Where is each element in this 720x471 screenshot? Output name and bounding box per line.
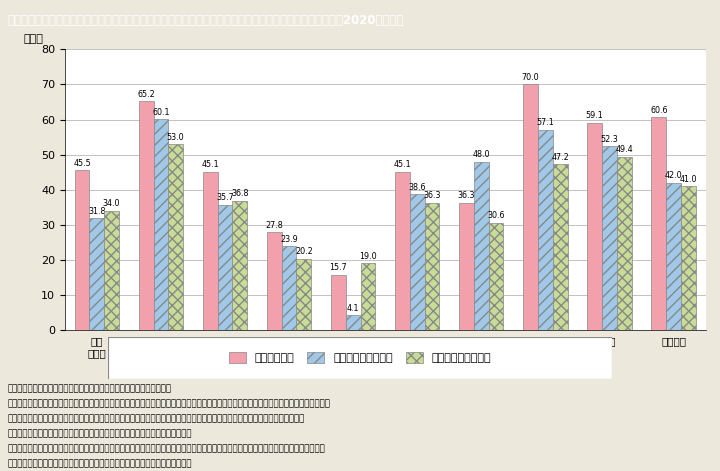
Text: 23.9: 23.9 (280, 235, 298, 244)
Text: 課程）は，商船の学生がいないため，「家政」，「芸術」及び「その他」の合計。大学院（博士課程）は，商船の: 課程）は，商船の学生がいないため，「家政」，「芸術」及び「その他」の合計。大学院… (7, 414, 305, 423)
Bar (425, 203, 439, 330)
Text: （％）: （％） (23, 34, 43, 44)
Text: 27.8: 27.8 (266, 221, 283, 230)
Text: 36.8: 36.8 (231, 189, 248, 198)
Text: 42.0: 42.0 (665, 171, 683, 180)
Text: 20.2: 20.2 (295, 247, 312, 257)
Text: 52.3: 52.3 (600, 135, 618, 144)
Text: 36.3: 36.3 (458, 191, 475, 200)
Bar (203, 172, 217, 330)
Text: 学生がいないため，「家政」，「芸術」及び「その他」の合計。: 学生がいないため，「家政」，「芸術」及び「その他」の合計。 (7, 429, 192, 438)
Text: 15.7: 15.7 (330, 263, 347, 272)
Text: 45.1: 45.1 (202, 160, 219, 169)
Text: 65.2: 65.2 (138, 90, 155, 99)
Text: 19.0: 19.0 (359, 252, 377, 260)
Text: 45.1: 45.1 (394, 160, 411, 169)
Text: 48.0: 48.0 (472, 150, 490, 159)
Text: 57.1: 57.1 (536, 118, 554, 127)
Bar (282, 246, 297, 330)
Bar (474, 162, 489, 330)
Bar (588, 122, 602, 330)
Text: 49.4: 49.4 (616, 145, 633, 154)
Bar (89, 218, 104, 330)
Bar (395, 172, 410, 330)
Text: 53.0: 53.0 (167, 132, 184, 142)
Bar (233, 201, 247, 330)
Bar (523, 84, 538, 330)
Bar (267, 232, 282, 330)
Bar (602, 146, 617, 330)
Bar (459, 203, 474, 330)
Text: 47.2: 47.2 (552, 153, 569, 162)
Text: 41.0: 41.0 (680, 175, 697, 184)
Bar (489, 222, 503, 330)
Text: 36.3: 36.3 (423, 191, 441, 200)
Text: 70.0: 70.0 (522, 73, 539, 82)
Bar (652, 117, 666, 330)
Text: の「薬学・看護学等」の数値は，「薬学」，「その他」の合計。: の「薬学・看護学等」の数値は，「薬学」，「その他」の合計。 (7, 459, 192, 468)
Text: ３．大学（学部）の「薬学・看護学等」の数値は，「薬学」，「看護学」，「その他」の合計。大学院（修士課程，博士課程）: ３．大学（学部）の「薬学・看護学等」の数値は，「薬学」，「看護学」，「その他」の… (7, 444, 325, 453)
Bar (104, 211, 119, 330)
Bar (297, 259, 311, 330)
FancyBboxPatch shape (108, 337, 612, 379)
Bar (139, 101, 153, 330)
Bar (217, 204, 233, 330)
Text: 45.5: 45.5 (73, 159, 91, 168)
Bar (346, 316, 361, 330)
Legend: 大学（学部）, 大学院（修士課程）, 大学院（博士課程）: 大学（学部）, 大学院（修士課程）, 大学院（博士課程） (225, 349, 495, 367)
Text: 60.6: 60.6 (650, 106, 667, 115)
Bar (538, 130, 553, 330)
Text: 4.1: 4.1 (347, 304, 359, 313)
Bar (361, 263, 375, 330)
Text: Ｉ－５－３図　大学（学部）及び大学院（修士課程）学生に占める女子学生の割合（専攻分野別，令和２（2020）年度）: Ｉ－５－３図 大学（学部）及び大学院（修士課程）学生に占める女子学生の割合（専攻… (7, 14, 404, 26)
Bar (681, 186, 696, 330)
Text: 60.1: 60.1 (152, 108, 170, 117)
Bar (410, 195, 425, 330)
Bar (153, 119, 168, 330)
Text: 30.6: 30.6 (487, 211, 505, 220)
Text: 59.1: 59.1 (586, 111, 603, 120)
Bar (331, 275, 346, 330)
Text: ２．その他等は，大学（学部）及び大学院（修士課程）は，「商船」，「家政」，「芸術」及び「その他」の合計。大学院（博士: ２．その他等は，大学（学部）及び大学院（修士課程）は，「商船」，「家政」，「芸術… (7, 399, 330, 408)
Bar (666, 183, 681, 330)
Text: 34.0: 34.0 (103, 199, 120, 208)
Bar (168, 144, 183, 330)
Text: 31.8: 31.8 (88, 207, 106, 216)
Text: 35.7: 35.7 (216, 193, 234, 202)
Bar (617, 157, 631, 330)
Text: 38.6: 38.6 (408, 183, 426, 192)
Text: （備考）　１．文部科学省「学校基本統計」（令和２年度）より作成。: （備考） １．文部科学省「学校基本統計」（令和２年度）より作成。 (7, 384, 171, 393)
Bar (75, 171, 89, 330)
Bar (553, 164, 567, 330)
